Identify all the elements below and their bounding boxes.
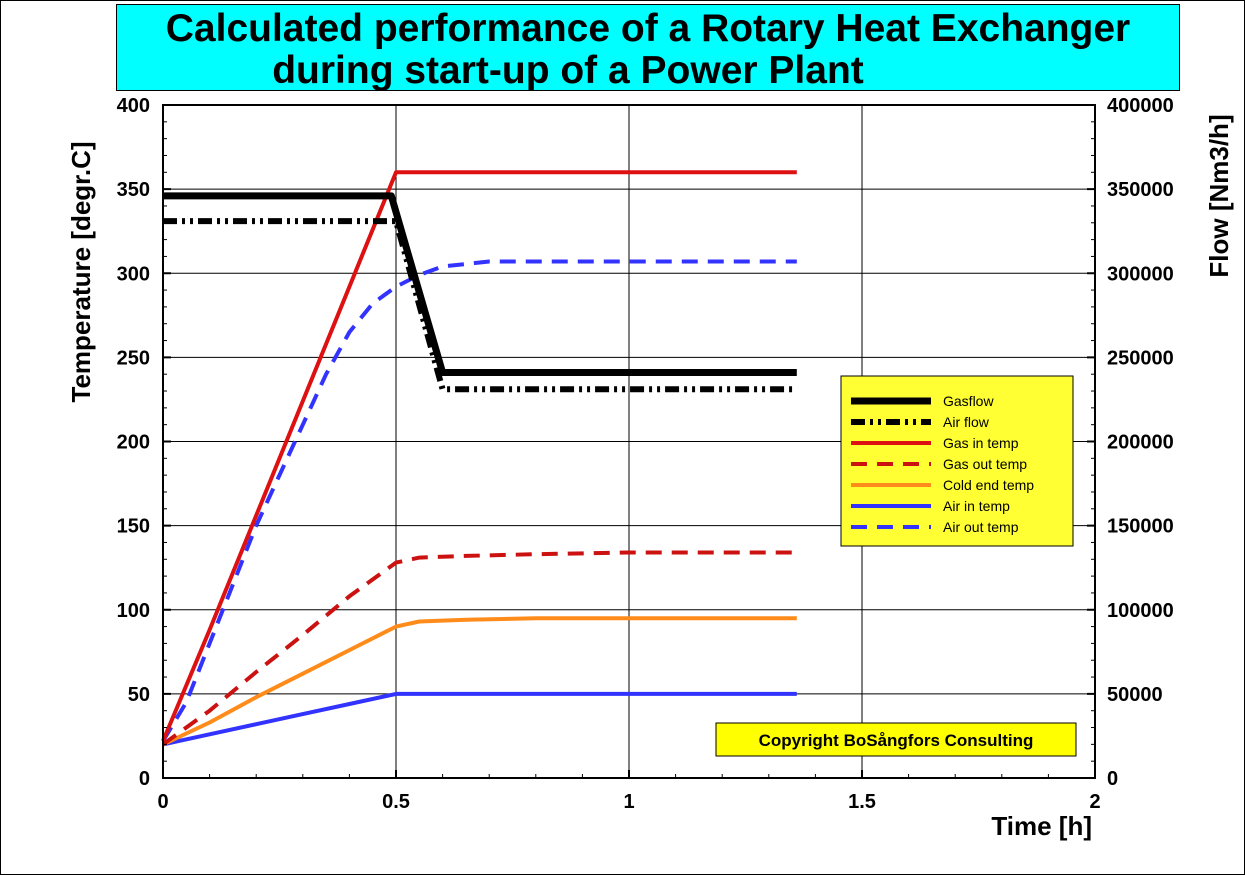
x-axis-title: Time [h]: [991, 811, 1092, 841]
legend-label: Gas in temp: [943, 435, 1019, 451]
y2-axis-title: Flow [Nm3/h]: [1204, 114, 1234, 277]
legend: Gasflow Air flow Gas in temp Gas out temp Co…: [840, 375, 1074, 547]
y-tick-label: 250: [117, 347, 150, 369]
copyright-text: Copyright BoSångfors Consulting: [759, 731, 1034, 750]
legend-label: Gas out temp: [943, 456, 1027, 472]
y2-tick-label: 350000: [1107, 179, 1174, 201]
legend-label: Air in temp: [943, 498, 1010, 514]
series-line-gas-in-temp: [161, 170, 797, 742]
axis-ticks: [162, 104, 1096, 779]
x-tick-label: 1.5: [848, 791, 876, 813]
legend-label: Air flow: [943, 414, 990, 430]
series-line-air-in-temp: [162, 691, 797, 747]
y-axis-title: Temperature [degr.C]: [66, 141, 96, 402]
y-tick-label: 300: [117, 263, 150, 285]
x-tick-label: 1: [623, 791, 634, 813]
copyright-box: [715, 722, 1077, 757]
x-tick-label: 0.5: [382, 791, 410, 813]
y-tick-label: 0: [139, 768, 150, 790]
y2-tick-label: 250000: [1107, 347, 1174, 369]
y2-tick-label: 150000: [1107, 516, 1174, 538]
y2-tick-label: 300000: [1107, 263, 1174, 285]
x-tick-label: 0: [157, 791, 168, 813]
series-line-gas-out-temp: [161, 550, 797, 747]
y-tick-label: 150: [117, 516, 150, 538]
y2-tick-label: 50000: [1107, 684, 1163, 706]
series-line-air-out-temp: [161, 259, 797, 743]
legend-label: Cold end temp: [943, 477, 1034, 493]
legend-label: Air out temp: [943, 519, 1019, 535]
chart-title-line-2: during start-up of a Power Plant: [272, 49, 864, 92]
y2-tick-label: 200000: [1107, 432, 1174, 454]
copyright-annotation: Copyright BoSångfors Consulting: [715, 722, 1077, 757]
series-line-cold-end-temp: [162, 616, 797, 747]
y-tick-label: 100: [117, 600, 150, 622]
legend-label: Gasflow: [943, 393, 994, 409]
tick-labels: 0 0.5 1 1.5 20501001502002503003504000500001…: [117, 95, 1174, 813]
y2-tick-label: 400000: [1107, 95, 1174, 117]
y2-tick-label: 100000: [1107, 600, 1174, 622]
plot-series: [161, 170, 797, 747]
y2-tick-label: 0: [1107, 768, 1118, 790]
chart-title: Calculated performance of a Rotary Heat …: [116, 4, 1180, 92]
series-line-gasflow: [163, 192, 797, 376]
y-tick-label: 200: [117, 432, 150, 454]
x-tick-label: 2: [1089, 791, 1100, 813]
y-tick-label: 400: [117, 95, 150, 117]
y-tick-label: 350: [117, 179, 150, 201]
series-line-air-flow: [163, 218, 797, 393]
chart-title-line-1: Calculated performance of a Rotary Heat …: [165, 7, 1131, 50]
y-tick-label: 50: [128, 684, 150, 706]
